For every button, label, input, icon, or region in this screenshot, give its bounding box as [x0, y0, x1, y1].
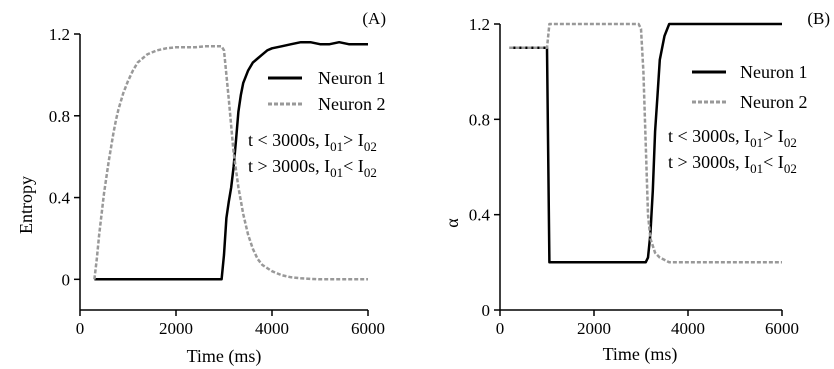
y-tick-label: 0.4	[469, 206, 491, 225]
panel-a-y-axis-label: Entropy	[16, 176, 36, 234]
panel-b-label: (B)	[807, 9, 830, 28]
panel-b-legend: Neuron 1 Neuron 2	[692, 62, 807, 112]
y-tick-label: 0	[482, 301, 491, 320]
x-tick-label: 0	[496, 319, 505, 338]
x-tick-label: 4000	[255, 319, 289, 338]
panel-a-label: (A)	[362, 9, 386, 28]
annotation-line-2: t > 3000s, I01< I02	[668, 152, 797, 176]
series-line-neuron-1	[509, 22, 782, 264]
panel-a-legend: Neuron 1 Neuron 2	[268, 68, 385, 114]
x-tick-label: 2000	[577, 319, 611, 338]
plot-area-b: 0 2000 4000 6000 0 0.4 0.8 1.2	[469, 15, 799, 338]
legend-label-neuron-2: Neuron 2	[318, 94, 385, 114]
annotation-line-1: t < 3000s, I01> I02	[248, 130, 377, 154]
legend-label-neuron-1: Neuron 1	[740, 62, 807, 82]
series-line-neuron-2	[509, 22, 782, 264]
panel-b-x-axis-label: Time (ms)	[603, 344, 678, 365]
y-tick-label: 0.8	[49, 107, 70, 126]
annotation-line-2: t > 3000s, I01< I02	[248, 156, 377, 180]
panel-a: 0 2000 4000 6000 0 0.4 0.8 1.2 (A) Entropy Time…	[16, 9, 386, 367]
x-tick-label: 6000	[351, 319, 385, 338]
panel-a-annotation: t < 3000s, I01> I02 t > 3000s, I01< I02	[248, 130, 377, 180]
y-tick-label: 0	[62, 270, 71, 289]
x-tick-label: 4000	[671, 319, 705, 338]
y-tick-label: 1.2	[469, 15, 490, 34]
x-tick-label: 2000	[159, 319, 193, 338]
legend-label-neuron-2: Neuron 2	[740, 92, 807, 112]
x-tick-label: 0	[76, 319, 85, 338]
plot-area-a: 0 2000 4000 6000 0 0.4 0.8 1.2	[49, 25, 385, 338]
legend-label-neuron-1: Neuron 1	[318, 68, 385, 88]
series-line-neuron-2	[93, 45, 368, 281]
annotation-line-1: t < 3000s, I01> I02	[668, 126, 797, 150]
x-tick-label: 6000	[765, 319, 799, 338]
y-tick-label: 0.4	[49, 189, 71, 208]
y-tick-label: 0.8	[469, 110, 490, 129]
series-line-neuron-1	[94, 40, 368, 281]
panel-b-annotation: t < 3000s, I01> I02 t > 3000s, I01< I02	[668, 126, 797, 176]
y-tick-label: 1.2	[49, 25, 70, 44]
panel-b-y-axis-label: α	[442, 218, 462, 228]
panel-a-x-axis-label: Time (ms)	[187, 346, 262, 367]
